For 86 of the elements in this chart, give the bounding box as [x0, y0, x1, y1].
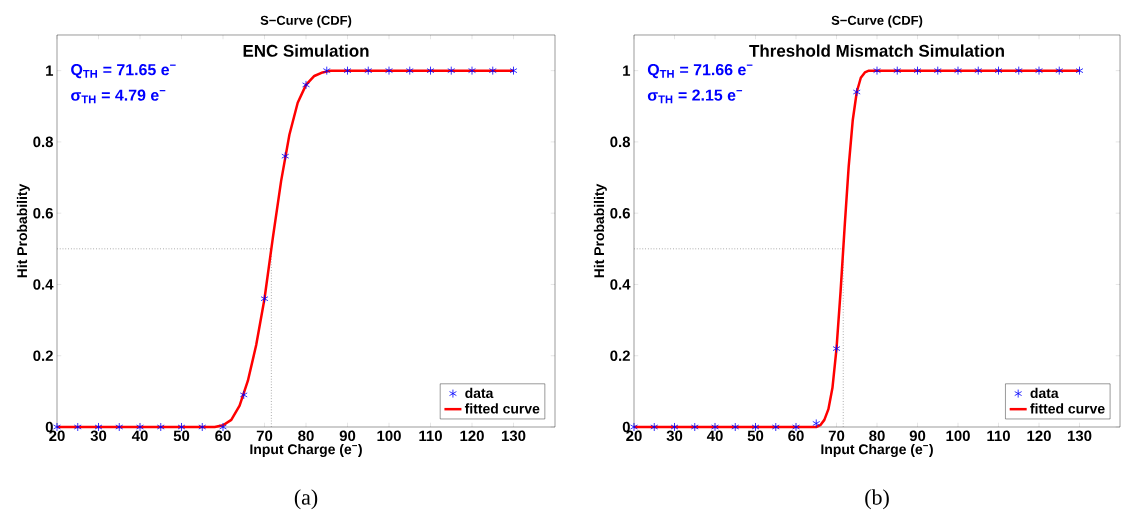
point [731, 422, 740, 432]
y-tick-label: 0.4 [610, 279, 631, 290]
y-tick-label: 0.4 [33, 279, 54, 290]
y-tick-label: 1 [623, 65, 631, 76]
point [509, 66, 518, 76]
text: (a) [294, 489, 318, 510]
annotation: Q$_{TH}$ = 71.66 e$^{−}$ [647, 64, 753, 79]
y-tick-label: 0.8 [610, 136, 631, 148]
y-tick-label: 0.6 [33, 207, 53, 219]
point [650, 422, 659, 432]
point [771, 422, 780, 432]
y-axis-title: Hit Probability [16, 183, 30, 278]
x-tick-label: 110 [419, 430, 442, 442]
point [322, 66, 331, 76]
x-tick-label: 100 [377, 430, 401, 442]
point [1075, 66, 1084, 76]
x-tick-label: 120 [460, 430, 484, 442]
x-axis-title: Input Charge (e$^{−}$) [821, 443, 933, 458]
point [1055, 66, 1064, 76]
chart-title: S−Curve (CDF) [260, 15, 352, 28]
x-tick-label: 130 [1067, 430, 1092, 442]
x-tick-label: 30 [90, 430, 107, 442]
x-tick-label: 70 [828, 430, 845, 442]
point [115, 422, 124, 432]
point [832, 344, 841, 353]
point [1014, 66, 1023, 76]
x-tick-label: 110 [987, 430, 1010, 442]
text: (b) [865, 489, 889, 510]
point [893, 66, 902, 76]
legend-label: fitted curve [464, 403, 540, 414]
x-tick-label: 50 [747, 430, 764, 442]
legend-label: data [1030, 387, 1059, 399]
x-tick-label: 60 [788, 430, 804, 442]
annotation: σ$_{TH}$ = 4.79 e$^{−}$ [71, 89, 166, 104]
chart-title: S−Curve (CDF) [831, 15, 923, 28]
annotation: σ$_{TH}$ = 2.15 e$^{−}$ [647, 89, 743, 104]
chart-subtitle: ENC Simulation [243, 44, 369, 57]
point [933, 66, 942, 76]
point [488, 66, 497, 76]
x-axis-title: Input Charge (e$^{−}$) [250, 443, 362, 458]
x-tick-label: 120 [1027, 430, 1051, 442]
x-tick-label: 30 [666, 430, 683, 442]
x-tick-label: 100 [946, 430, 970, 442]
legend-label: data [465, 387, 494, 399]
point [812, 419, 821, 428]
point [260, 294, 269, 304]
point [1035, 66, 1043, 76]
point [156, 422, 165, 432]
x-tick-label: 40 [131, 430, 148, 442]
x-tick-label: 90 [909, 430, 926, 442]
x-tick-label: 80 [869, 430, 885, 442]
point [468, 66, 476, 76]
x-tick-label: 40 [706, 430, 723, 442]
y-tick-label: 1 [46, 65, 54, 76]
x-tick-label: 50 [173, 430, 190, 442]
point [426, 66, 435, 76]
point [852, 87, 861, 97]
x-tick-label: 80 [298, 430, 314, 442]
x-tick-label: 130 [501, 430, 526, 442]
point [239, 390, 248, 400]
point [405, 66, 414, 76]
point [913, 66, 922, 76]
point [343, 66, 352, 76]
x-tick-label: 60 [215, 430, 231, 442]
x-tick-label: 90 [339, 430, 356, 442]
y-tick-label: 0.8 [33, 136, 54, 148]
point [302, 80, 310, 90]
y-tick-label: 0.2 [610, 350, 630, 362]
chart-subtitle: Threshold Mismatch Simulation [749, 44, 1004, 57]
point [364, 66, 373, 76]
point [690, 422, 699, 432]
legend-label: fitted curve [1030, 403, 1105, 414]
y-tick-label: 0.2 [33, 350, 53, 362]
point [73, 422, 82, 432]
point [974, 66, 983, 76]
annotation: Q$_{TH}$ = 71.65 e$^{−}$ [71, 64, 176, 79]
x-tick-label: 70 [256, 430, 273, 442]
point [873, 66, 881, 76]
point [385, 66, 393, 76]
point [447, 66, 456, 76]
point [281, 151, 290, 161]
point [198, 422, 207, 432]
y-axis-title: Hit Probability [593, 183, 607, 278]
point [994, 66, 1003, 76]
y-tick-label: 0.6 [610, 207, 630, 219]
point [954, 66, 962, 76]
